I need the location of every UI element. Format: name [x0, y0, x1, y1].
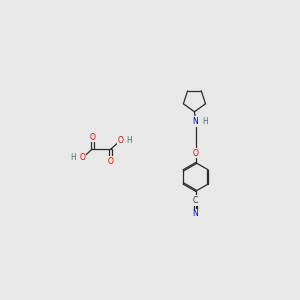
Text: O: O [193, 149, 199, 158]
Text: O: O [89, 133, 95, 142]
Text: H: H [127, 136, 132, 145]
Text: H: H [202, 117, 208, 126]
Text: O: O [108, 157, 114, 166]
Text: H: H [71, 154, 76, 163]
Text: C: C [193, 196, 198, 205]
Text: O: O [80, 154, 85, 163]
Text: N: N [193, 209, 199, 218]
Text: O: O [118, 136, 123, 145]
Text: N: N [193, 117, 199, 126]
